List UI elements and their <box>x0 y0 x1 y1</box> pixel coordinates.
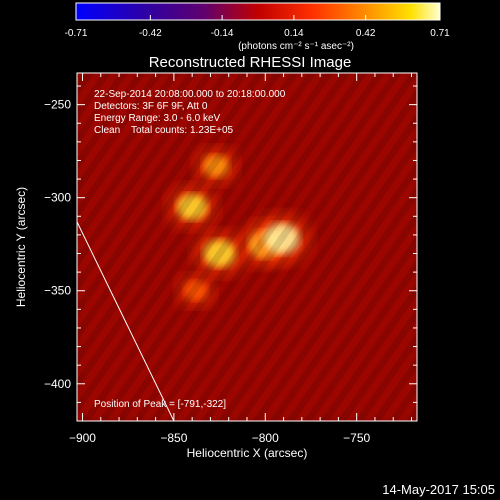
colorbar-tick-label: 0.71 <box>430 28 450 39</box>
y-tick-label: −300 <box>44 191 71 205</box>
colorbar-tick-label: -0.42 <box>139 28 162 39</box>
heatmap-image <box>77 73 417 421</box>
y-axis-ticks: −250 −300 −350 −400 <box>44 85 417 403</box>
x-tick-label: −750 <box>343 431 370 445</box>
colorbar-tick-label: -0.71 <box>65 28 88 39</box>
colorbar-unit-label: (photons cm⁻² s⁻¹ asec⁻²) <box>238 41 354 52</box>
colorbar-tick-label: 0.14 <box>284 28 304 39</box>
heatmap-ripple <box>77 73 417 421</box>
y-axis-label: Heliocentric Y (arcsec) <box>14 187 28 307</box>
x-tick-label: −900 <box>69 431 96 445</box>
footer-date: 14-May-2017 15:05 <box>382 482 495 497</box>
y-tick-label: −250 <box>44 98 71 112</box>
x-tick-label: −850 <box>160 431 187 445</box>
x-axis-ticks: −900 −850 −800 −750 <box>69 73 413 445</box>
colorbar-ticks: -0.71 -0.42 -0.14 0.14 0.42 0.71 <box>65 15 450 39</box>
x-axis-label: Heliocentric X (arcsec) <box>187 446 308 460</box>
colorbar-tick-label: 0.42 <box>356 28 376 39</box>
peak-position-label: Position of Peak = [-791,-322] <box>94 399 226 410</box>
colorbar-tick-label: -0.14 <box>211 28 234 39</box>
info-detectors: Detectors: 3F 6F 9F, Att 0 <box>94 101 208 112</box>
colorbar: -0.71 -0.42 -0.14 0.14 0.42 0.71 (photons cm⁻… <box>65 2 450 52</box>
x-tick-label: −800 <box>252 431 279 445</box>
solar-limb-line <box>77 221 175 421</box>
info-clean-counts: Clean Total counts: 1.23E+05 <box>94 125 234 136</box>
colorbar-gradient <box>75 2 441 21</box>
y-tick-label: −400 <box>44 377 71 391</box>
info-time-range: 22-Sep-2014 20:08:00.000 to 20:18:00.000 <box>94 89 286 100</box>
info-block: 22-Sep-2014 20:08:00.000 to 20:18:00.000… <box>94 89 286 136</box>
info-energy-range: Energy Range: 3.0 - 6.0 keV <box>94 113 221 124</box>
chart-title: Reconstructed RHESSI Image <box>149 54 352 71</box>
y-tick-label: −350 <box>44 284 71 298</box>
